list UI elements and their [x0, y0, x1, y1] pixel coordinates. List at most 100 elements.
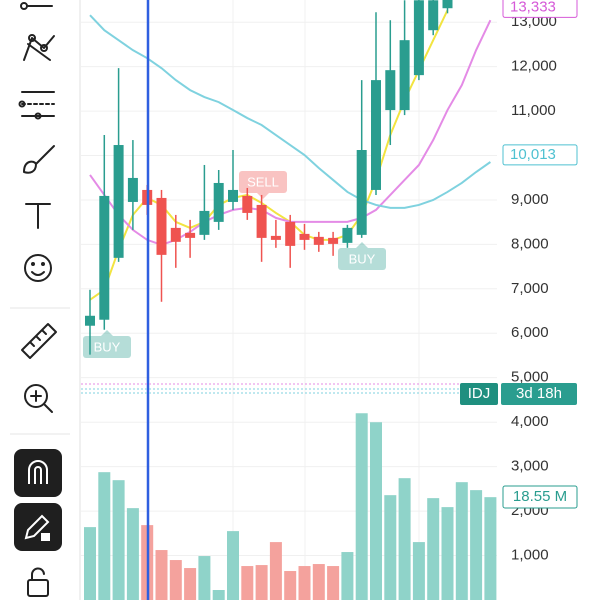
candle-body [442, 0, 453, 9]
countdown-tag [501, 383, 577, 405]
volume-tick-label: 4,000 [511, 413, 549, 430]
line-tool[interactable] [20, 2, 53, 10]
volume-bar [398, 478, 411, 600]
price-tag [502, 144, 578, 166]
y-tick-label: 12,000 [511, 58, 557, 75]
candle-body [342, 227, 353, 243]
moving-average [89, 9, 449, 301]
marker-box [83, 336, 131, 358]
candle-body [185, 232, 196, 238]
price-tag-label: 10,013 [510, 146, 556, 163]
volume-bar [112, 480, 125, 600]
candle-body [85, 315, 95, 326]
volume-bar [370, 422, 382, 600]
candle-body [270, 235, 281, 240]
volume-tick-label: 3,000 [511, 458, 549, 475]
price-tag [502, 0, 578, 18]
marker-box [239, 171, 287, 193]
volume-bar [212, 590, 225, 600]
volume-bar [484, 497, 497, 600]
pencil-icon [24, 514, 50, 540]
candle-body [313, 236, 324, 245]
volume-bar [269, 542, 282, 600]
trade-marker: BUY [338, 242, 386, 270]
countdown-label: 3d 18h [516, 385, 562, 402]
symbol-label: IDJ [468, 385, 491, 402]
moving-average [89, 19, 492, 246]
y-tick-label: 6,000 [511, 324, 549, 341]
candle-body [428, 0, 439, 31]
symbol-tag [460, 383, 498, 405]
candle-body [156, 197, 167, 255]
marker-label: BUY [349, 251, 376, 266]
volume-bar [441, 507, 454, 600]
price-pane [81, 0, 497, 379]
marker-label: BUY [94, 339, 121, 354]
unlock-button[interactable] [27, 567, 49, 597]
y-tick-label: 7,000 [511, 280, 549, 297]
moving-average [89, 14, 491, 209]
volume-tick-label: 1,000 [511, 547, 549, 564]
candle-body [256, 204, 267, 238]
volume-bar [241, 566, 254, 600]
y-tick-label: 11,000 [511, 102, 556, 119]
volume-bar [184, 568, 197, 600]
volume-bar [98, 472, 111, 600]
candle-body [228, 189, 238, 202]
volume-bar [198, 556, 211, 600]
candle-body [328, 237, 339, 244]
candle-body [170, 227, 181, 242]
zoom-tool[interactable] [24, 384, 53, 413]
candle-body [413, 0, 424, 76]
lock-badge [41, 533, 50, 541]
candle-body [371, 80, 381, 190]
volume-bar [384, 495, 397, 600]
marker-label: SELL [247, 174, 279, 189]
volume-bar [227, 531, 239, 600]
candle-body [213, 182, 224, 222]
volume-pane [81, 413, 497, 600]
marker-box [338, 248, 386, 270]
volume-bar [470, 490, 483, 600]
trade-marker: SELL [239, 171, 287, 199]
price-tag-label: 13,333 [510, 0, 556, 15]
volume-tag [502, 485, 578, 509]
y-tick-label: 9,000 [511, 191, 549, 208]
volume-bar [284, 571, 297, 600]
candle-body [127, 177, 138, 202]
candle-body [113, 145, 124, 258]
volume-bar [255, 565, 268, 600]
plot-area [81, 0, 497, 600]
candle-body [285, 221, 296, 246]
volume-bar [412, 542, 425, 600]
volume-bar [312, 564, 325, 600]
marker-arrow [257, 193, 269, 199]
candle-body [356, 150, 367, 235]
lock-draw-button[interactable] [14, 503, 62, 551]
trade-marker: BUY [83, 330, 131, 358]
magnet-icon [28, 460, 48, 484]
volume-bar [455, 482, 468, 600]
ruler-tool[interactable] [21, 323, 57, 359]
marker-arrow [101, 330, 113, 336]
volume-bar [169, 560, 182, 600]
magnet-button[interactable] [14, 449, 62, 497]
marker-arrow [356, 242, 368, 248]
volume-bar [298, 566, 311, 600]
text-tool[interactable] [25, 203, 51, 229]
emoji-tool[interactable] [24, 254, 52, 282]
volume-bar [126, 508, 139, 600]
volume-bar [427, 498, 440, 600]
pattern-tool[interactable] [23, 34, 55, 61]
candle-body [199, 210, 210, 235]
brush-tool[interactable] [23, 145, 55, 174]
volume-bar [155, 550, 168, 600]
candle-body [299, 233, 310, 240]
volume-tag-label: 18.55 M [513, 488, 567, 505]
candle-body [385, 70, 396, 111]
candle-body [242, 195, 253, 213]
volume-bar [84, 527, 96, 600]
fib-tool[interactable] [18, 91, 55, 120]
candle-body [99, 195, 110, 320]
